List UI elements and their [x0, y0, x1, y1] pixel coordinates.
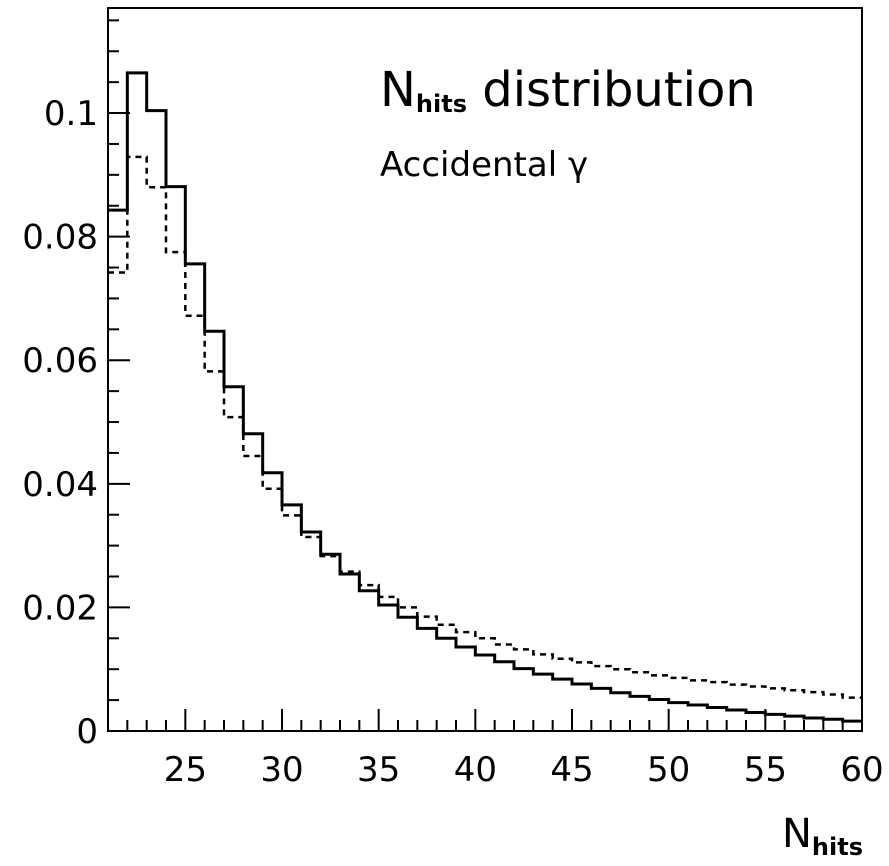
chart-title-main: N — [380, 62, 416, 118]
series-solid-histogram — [108, 71, 862, 723]
plot-frame — [107, 7, 863, 732]
y-tick-label: 0.02 — [22, 588, 98, 628]
x-tick-label: 55 — [744, 750, 787, 790]
y-tick-label: 0.06 — [22, 341, 98, 381]
chart-title: Nhits distribution — [380, 62, 756, 118]
x-axis-label-subscript: hits — [812, 833, 863, 861]
ticks-layer — [107, 19, 863, 732]
y-tick-label: 0.04 — [22, 465, 98, 505]
y-tick-label: 0 — [76, 712, 98, 752]
x-tick-label: 35 — [357, 750, 400, 790]
chart-title-subscript: hits — [416, 90, 467, 118]
series-dashed-histogram — [108, 155, 862, 699]
x-tick-label: 25 — [164, 750, 207, 790]
y-tick-label: 0.1 — [44, 94, 98, 134]
x-axis-label: Nhits — [782, 811, 863, 861]
tick-labels-layer: 25 30 35 40 45 50 55 60 0 0.02 0.04 0.06 0.08 0.1 — [22, 94, 883, 790]
x-tick-label: 50 — [647, 750, 690, 790]
chart-title-rest: distribution — [467, 62, 756, 118]
series-layer — [108, 71, 862, 723]
x-tick-label: 30 — [260, 750, 303, 790]
x-tick-label: 40 — [454, 750, 497, 790]
x-tick-label: 60 — [840, 750, 883, 790]
y-tick-label: 0.08 — [22, 218, 98, 258]
chart-subtitle: Accidental γ — [380, 145, 588, 185]
x-axis-label-main: N — [782, 811, 812, 857]
x-tick-label: 45 — [550, 750, 593, 790]
